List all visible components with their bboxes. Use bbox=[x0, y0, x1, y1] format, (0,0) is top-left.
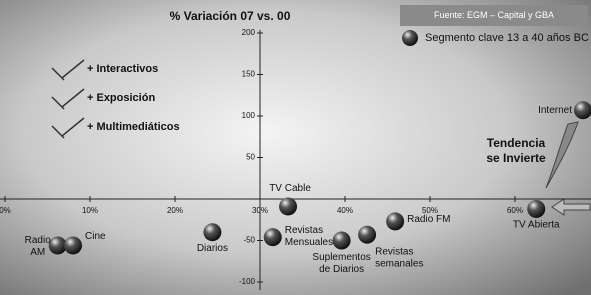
x-tick-label: 20% bbox=[167, 206, 183, 215]
point-label: TV Abierta bbox=[513, 220, 560, 231]
point bbox=[264, 228, 282, 246]
chart: Fuente: EGM – Capital y GBA % Variación … bbox=[0, 0, 591, 295]
x-tick-label: 30% bbox=[252, 206, 268, 215]
legend-marker bbox=[402, 30, 418, 46]
point bbox=[203, 223, 221, 241]
point-label: Revistas bbox=[285, 225, 323, 236]
point-label: Diarios bbox=[197, 243, 228, 254]
y-tick-label: 200 bbox=[242, 28, 256, 37]
legend-label: Segmento clave 13 a 40 años BC bbox=[425, 32, 589, 44]
point bbox=[527, 200, 545, 218]
point bbox=[279, 197, 297, 215]
point bbox=[64, 236, 82, 254]
point bbox=[358, 226, 376, 244]
annotation: + Exposición bbox=[87, 92, 155, 104]
point-label: TV Cable bbox=[269, 183, 311, 194]
point-label: AM bbox=[30, 247, 45, 258]
point-label: Cine bbox=[85, 231, 106, 242]
point bbox=[333, 232, 351, 250]
source: Fuente: EGM – Capital y GBA bbox=[434, 10, 554, 20]
point-label: Mensuales bbox=[285, 237, 333, 248]
annotation: + Interactivos bbox=[87, 63, 158, 75]
point-label: Radio bbox=[25, 235, 52, 246]
annotation: + Multimediáticos bbox=[87, 121, 180, 133]
chart-title: % Variación 07 vs. 00 bbox=[170, 9, 291, 23]
trend-note: Tendencia bbox=[487, 136, 546, 150]
y-tick-label: -100 bbox=[239, 277, 256, 286]
point-label: de Diarios bbox=[319, 264, 364, 275]
x-tick-label: 40% bbox=[337, 206, 353, 215]
point-label: Internet bbox=[538, 105, 572, 116]
y-tick-label: -50 bbox=[243, 236, 255, 245]
trend-note: se Invierte bbox=[486, 151, 546, 165]
point bbox=[49, 236, 67, 254]
x-tick-label: 0% bbox=[0, 206, 11, 215]
point-label: semanales bbox=[375, 258, 423, 269]
point-label: Suplementos bbox=[312, 252, 370, 263]
point bbox=[386, 212, 404, 230]
x-tick-label: 10% bbox=[82, 206, 98, 215]
x-tick-label: 60% bbox=[507, 206, 523, 215]
y-tick-label: 50 bbox=[246, 153, 255, 162]
point-label: Radio FM bbox=[407, 214, 450, 225]
y-tick-label: 100 bbox=[242, 111, 256, 120]
y-tick-label: 150 bbox=[242, 70, 256, 79]
point-label: Revistas bbox=[375, 246, 413, 257]
